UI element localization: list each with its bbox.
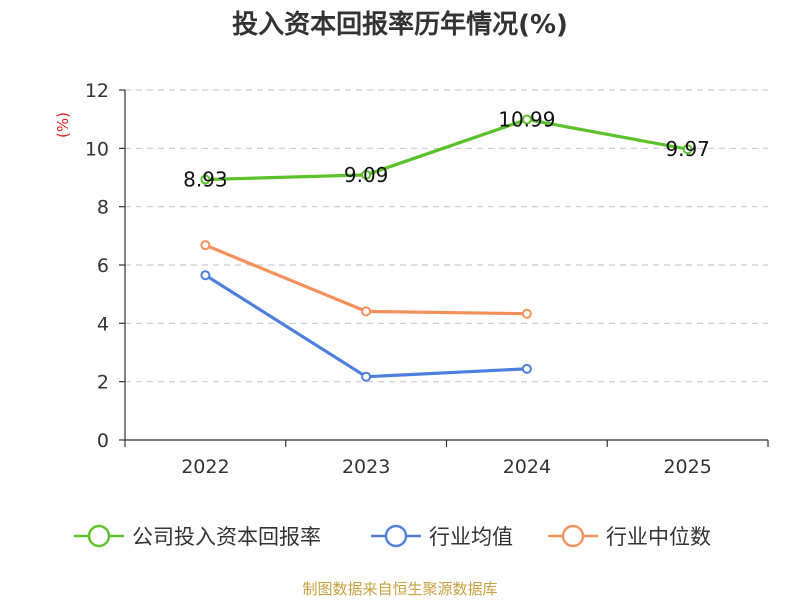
y-tick-label: 6 xyxy=(97,255,109,277)
data-label: 9.97 xyxy=(665,137,710,161)
y-tick-label: 10 xyxy=(85,138,109,160)
series-line xyxy=(204,273,527,379)
legend-item-1[interactable]: 行业均值 xyxy=(371,524,513,549)
series-layer xyxy=(200,114,693,382)
data-label: 10.99 xyxy=(498,107,555,131)
series-line xyxy=(204,243,527,316)
data-label: 8.93 xyxy=(183,168,228,192)
legend[interactable]: 公司投入资本回报率 行业均值 行业中位数 xyxy=(74,524,711,549)
legend-label: 行业均值 xyxy=(429,525,513,549)
x-tick-label: 2025 xyxy=(663,456,711,478)
data-point[interactable] xyxy=(361,169,372,180)
data-point[interactable] xyxy=(521,308,532,319)
x-tick-label: 2023 xyxy=(342,456,390,478)
legend-item-0[interactable]: 公司投入资本回报率 xyxy=(74,524,321,549)
series-0 xyxy=(200,114,693,185)
grid-lines xyxy=(125,89,768,383)
source-note: 制图数据来自恒生聚源数据库 xyxy=(302,580,497,598)
tick-labels: 0 2 4 6 8 10 12 2022 2023 2024 2025 xyxy=(85,80,712,478)
data-point[interactable] xyxy=(361,371,372,382)
series-2 xyxy=(200,240,532,319)
y-tick-label: 2 xyxy=(97,372,109,394)
y-tick-label: 0 xyxy=(97,430,109,452)
legend-swatch-marker xyxy=(87,524,111,548)
data-point[interactable] xyxy=(200,174,211,185)
data-point[interactable] xyxy=(361,306,372,317)
data-labels: 8.93 9.09 10.99 9.97 xyxy=(183,107,710,191)
legend-label: 公司投入资本回报率 xyxy=(132,525,321,549)
data-point[interactable] xyxy=(682,144,693,155)
y-tick-label: 8 xyxy=(97,197,109,219)
data-point[interactable] xyxy=(200,240,211,251)
data-point[interactable] xyxy=(521,114,532,125)
y-tick-label: 4 xyxy=(97,313,109,335)
series-1 xyxy=(200,270,532,382)
legend-swatch-marker xyxy=(561,524,585,548)
y-tick-label: 12 xyxy=(85,80,109,102)
legend-label: 行业中位数 xyxy=(606,525,711,549)
axes xyxy=(119,89,769,447)
data-point[interactable] xyxy=(521,363,532,374)
y-axis-label: (%) xyxy=(54,112,72,138)
x-tick-label: 2022 xyxy=(181,456,229,478)
x-tick-label: 2024 xyxy=(503,456,551,478)
data-label: 9.09 xyxy=(344,163,389,187)
legend-item-2[interactable]: 行业中位数 xyxy=(548,524,711,549)
legend-swatch-marker xyxy=(384,524,408,548)
chart-title: 投入资本回报率历年情况(%) xyxy=(232,9,568,40)
series-line xyxy=(205,117,688,182)
data-point[interactable] xyxy=(200,270,211,281)
